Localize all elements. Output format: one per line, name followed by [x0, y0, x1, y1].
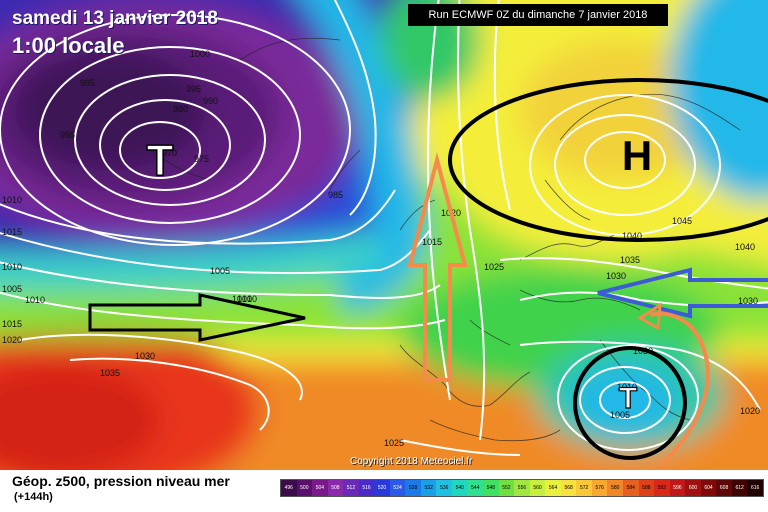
scale-cell: 560: [529, 480, 546, 496]
isobar-label: 995: [186, 84, 201, 94]
orange-arrow-north: [407, 152, 468, 382]
scale-cell: 568: [560, 480, 577, 496]
isobar-label: 1010: [2, 195, 22, 205]
scale-cell: 556: [514, 480, 530, 496]
orange-arrow-curved: [649, 311, 710, 467]
isobar-label: 1010: [2, 262, 22, 272]
scale-cell: 612: [731, 480, 748, 496]
scale-cell: 588: [638, 480, 655, 496]
isobar-label: 1035: [100, 368, 120, 378]
isobar-label: 1010: [237, 294, 257, 304]
scale-cell: 508: [327, 480, 344, 496]
scale-cell: 536: [436, 480, 453, 496]
scale-cell: 512: [343, 480, 359, 496]
color-scale: 496 500 504 508 512 516 520 524 528 532 536 540 544 5…: [280, 479, 764, 497]
forecast-map: 1000 995 990 985 980 975 970 995 985 101…: [0, 0, 768, 470]
isobar-label: 1010: [232, 294, 252, 304]
isobar-label: 1005: [210, 266, 230, 276]
isobar-label: 1030: [738, 296, 758, 306]
scale-cell: 608: [716, 480, 732, 496]
scale-cell: 600: [685, 480, 701, 496]
scale-cell: 592: [654, 480, 670, 496]
isobar-label: 1025: [384, 438, 404, 448]
blue-arrow-west: [597, 267, 768, 319]
forecast-date: samedi 13 janvier 2018: [12, 8, 218, 29]
scale-cell: 540: [452, 480, 468, 496]
isobar-label: 1010: [25, 295, 45, 305]
isobar-label: 1020: [2, 335, 22, 345]
scale-cell: 496: [281, 480, 297, 496]
scale-cell: 552: [498, 480, 515, 496]
scale-cell: 528: [405, 480, 421, 496]
black-arrow-east: [88, 293, 306, 342]
isobar-label: 975: [194, 154, 209, 164]
forecast-step: (+144h): [14, 491, 53, 503]
scale-cell: 524: [389, 480, 406, 496]
scale-cell: 548: [483, 480, 499, 496]
scale-cell: 596: [669, 480, 686, 496]
scale-cell: 576: [591, 480, 608, 496]
scale-cell: 584: [623, 480, 639, 496]
isobar-label: 1010: [617, 382, 637, 392]
isobar-label: 1030: [606, 271, 626, 281]
legend-title: Géop. z500, pression niveau mer: [12, 473, 230, 489]
isobar-label: 1040: [622, 231, 642, 241]
isobar-label: 1015: [422, 237, 442, 247]
scale-cell: 504: [312, 480, 328, 496]
scale-cell: 532: [420, 480, 437, 496]
isobars: [0, 0, 768, 455]
scale-cell: 572: [576, 480, 592, 496]
isobar-label: 1000: [190, 49, 210, 59]
geopotential-field: [0, 0, 768, 470]
high-pressure-ellipse: [448, 78, 768, 242]
isobar-label: 1005: [610, 410, 630, 420]
forecast-time: 1:00 locale: [12, 33, 125, 58]
low-pressure-circle: [573, 346, 687, 460]
isobar-label: 985: [80, 78, 95, 88]
isobar-label: 990: [203, 96, 218, 106]
scale-cell: 564: [545, 480, 561, 496]
scale-cell: 544: [467, 480, 484, 496]
isobar-label: 1045: [672, 216, 692, 226]
isobar-label: 1030: [135, 351, 155, 361]
scale-cell: 604: [700, 480, 717, 496]
isobar-label: 1020: [740, 406, 760, 416]
isobar-label: 985: [328, 190, 343, 200]
scale-cell: 520: [374, 480, 390, 496]
isobar-label: 970: [162, 148, 177, 158]
isobar-label: 1015: [2, 319, 22, 329]
isobar-label: 1025: [484, 262, 504, 272]
low-pressure-symbol-med: T: [619, 382, 637, 415]
run-info: Run ECMWF 0Z du dimanche 7 janvier 2018: [408, 4, 668, 26]
isobar-label: 980: [173, 104, 188, 114]
isobar-label: 995: [60, 130, 75, 140]
scale-cell: 500: [296, 480, 313, 496]
copyright: Copyright 2018 Meteociel.fr: [350, 456, 473, 467]
isobar-label: 1005: [2, 284, 22, 294]
scale-cell: 616: [747, 480, 763, 496]
isobar-label: 1035: [620, 255, 640, 265]
map-area: 1000 995 990 985 980 975 970 995 985 101…: [0, 0, 768, 470]
scale-cell: 516: [358, 480, 375, 496]
orange-arrow-curved-head: [637, 302, 662, 331]
isobar-label: 1040: [735, 242, 755, 252]
high-pressure-symbol: H: [622, 132, 652, 179]
scale-cell: 580: [607, 480, 624, 496]
isobar-label: 1015: [2, 227, 22, 237]
legend-bar: Géop. z500, pression niveau mer (+144h) …: [0, 470, 768, 512]
low-pressure-symbol: T: [147, 136, 174, 185]
